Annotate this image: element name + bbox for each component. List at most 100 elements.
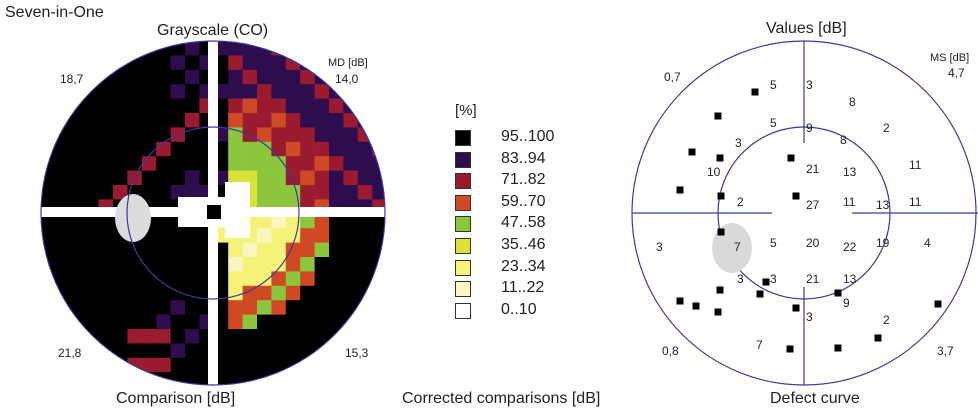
heatmap-cell <box>314 357 330 373</box>
heatmap-cell <box>185 300 200 315</box>
heatmap-cell <box>242 141 258 157</box>
heatmap-cell <box>343 170 359 186</box>
heatmap-cell <box>41 242 56 258</box>
app-title: Seven-in-One <box>5 4 104 21</box>
value-cell: 3 <box>656 240 663 254</box>
heatmap-cell <box>141 271 157 287</box>
legend-swatch <box>455 151 471 168</box>
heatmap-cell <box>98 372 114 385</box>
heatmap-cell <box>41 314 56 330</box>
heatmap-cell <box>329 314 344 330</box>
defect-marker <box>714 308 722 316</box>
legend-swatch <box>455 173 471 190</box>
heatmap-cell <box>228 343 243 359</box>
heatmap-cell <box>127 141 143 157</box>
heatmap-cell <box>170 228 186 243</box>
heatmap-cell <box>343 127 359 143</box>
heatmap-cell <box>357 271 373 287</box>
heatmap-cell <box>372 127 385 143</box>
heatmap-cell <box>185 41 200 56</box>
blind-spot <box>115 194 151 242</box>
heatmap-cell <box>343 156 359 171</box>
heatmap-cell <box>141 343 157 359</box>
heatmap-cell <box>271 300 287 315</box>
heatmap-cell <box>141 257 157 272</box>
heatmap-cell <box>156 113 171 128</box>
heatmap-cell <box>69 314 85 330</box>
heatmap-cell <box>156 185 171 200</box>
heatmap-cell <box>271 357 287 373</box>
heatmap-cell <box>41 98 56 114</box>
legend-swatch <box>455 281 471 298</box>
heatmap-cell <box>271 113 287 128</box>
heatmap-cell <box>84 329 99 344</box>
value-cell: 2 <box>737 195 744 209</box>
heatmap-cell <box>84 185 99 200</box>
heatmap-cell <box>271 84 287 99</box>
heatmap-cell <box>271 170 287 186</box>
heatmap-cell <box>170 69 186 85</box>
legend-swatch <box>455 194 471 211</box>
heatmap-cell <box>257 69 272 85</box>
heatmap-cell <box>257 357 272 373</box>
legend-swatch <box>455 130 471 146</box>
heatmap-cell <box>329 285 344 301</box>
heatmap-cell <box>84 69 99 85</box>
heatmap-cell <box>185 141 200 157</box>
heatmap-cell <box>141 84 157 99</box>
heatmap-cell <box>98 257 114 272</box>
value-cell: 3 <box>770 272 777 286</box>
heatmap-cell <box>156 257 171 272</box>
heatmap-cell <box>69 113 85 128</box>
heatmap-cell <box>329 213 344 229</box>
heatmap-cell <box>329 113 344 128</box>
heatmap-cell <box>41 41 56 56</box>
heatmap-cell <box>314 185 330 200</box>
heatmap-cell <box>314 257 330 272</box>
heatmap-cell <box>285 185 301 200</box>
heatmap-cell <box>257 185 272 200</box>
heatmap-cell <box>242 271 258 287</box>
heatmap-cell <box>257 55 272 71</box>
heatmap-cell <box>300 343 315 359</box>
heatmap-cell <box>300 84 315 99</box>
heatmap-cell <box>69 271 85 287</box>
defect-marker <box>786 345 794 353</box>
heatmap-cell <box>271 69 287 85</box>
heatmap-cell <box>55 271 71 287</box>
heatmap-cell <box>84 357 99 373</box>
heatmap-cell <box>98 156 114 171</box>
heatmap-cell <box>242 329 258 344</box>
heatmap-cell <box>84 372 99 385</box>
heatmap-cell <box>41 84 56 99</box>
heatmap-cell <box>285 213 301 229</box>
heatmap-cell <box>228 314 243 330</box>
heatmap-cell <box>329 257 344 272</box>
heatmap-cell <box>185 84 200 99</box>
heatmap-cell <box>357 257 373 272</box>
value-cell: 8 <box>840 133 847 147</box>
defect-marker <box>716 286 724 294</box>
legend-label: 35..46 <box>501 236 546 253</box>
heatmap-cell <box>329 343 344 359</box>
heatmap-cell <box>300 170 315 186</box>
heatmap-cell <box>156 84 171 99</box>
value-cell: 3 <box>806 78 813 92</box>
heatmap-cell <box>69 55 85 71</box>
heatmap-cell <box>98 98 114 114</box>
value-cell: 2 <box>883 121 890 135</box>
heatmap-cell <box>185 156 200 171</box>
heatmap-cell <box>98 127 114 143</box>
heatmap-cell <box>257 285 272 301</box>
value-cell: 10 <box>707 165 721 179</box>
heatmap-cell <box>156 271 171 287</box>
heatmap-cell <box>300 213 315 229</box>
heatmap-cell <box>113 98 128 114</box>
value-cell: 13 <box>876 198 890 212</box>
heatmap-cell <box>257 257 272 272</box>
heatmap-cell <box>314 228 330 243</box>
heatmap-cell <box>185 98 200 114</box>
heatmap-cell <box>300 329 315 344</box>
heatmap-cell <box>170 98 186 114</box>
heatmap-cell <box>84 300 99 315</box>
